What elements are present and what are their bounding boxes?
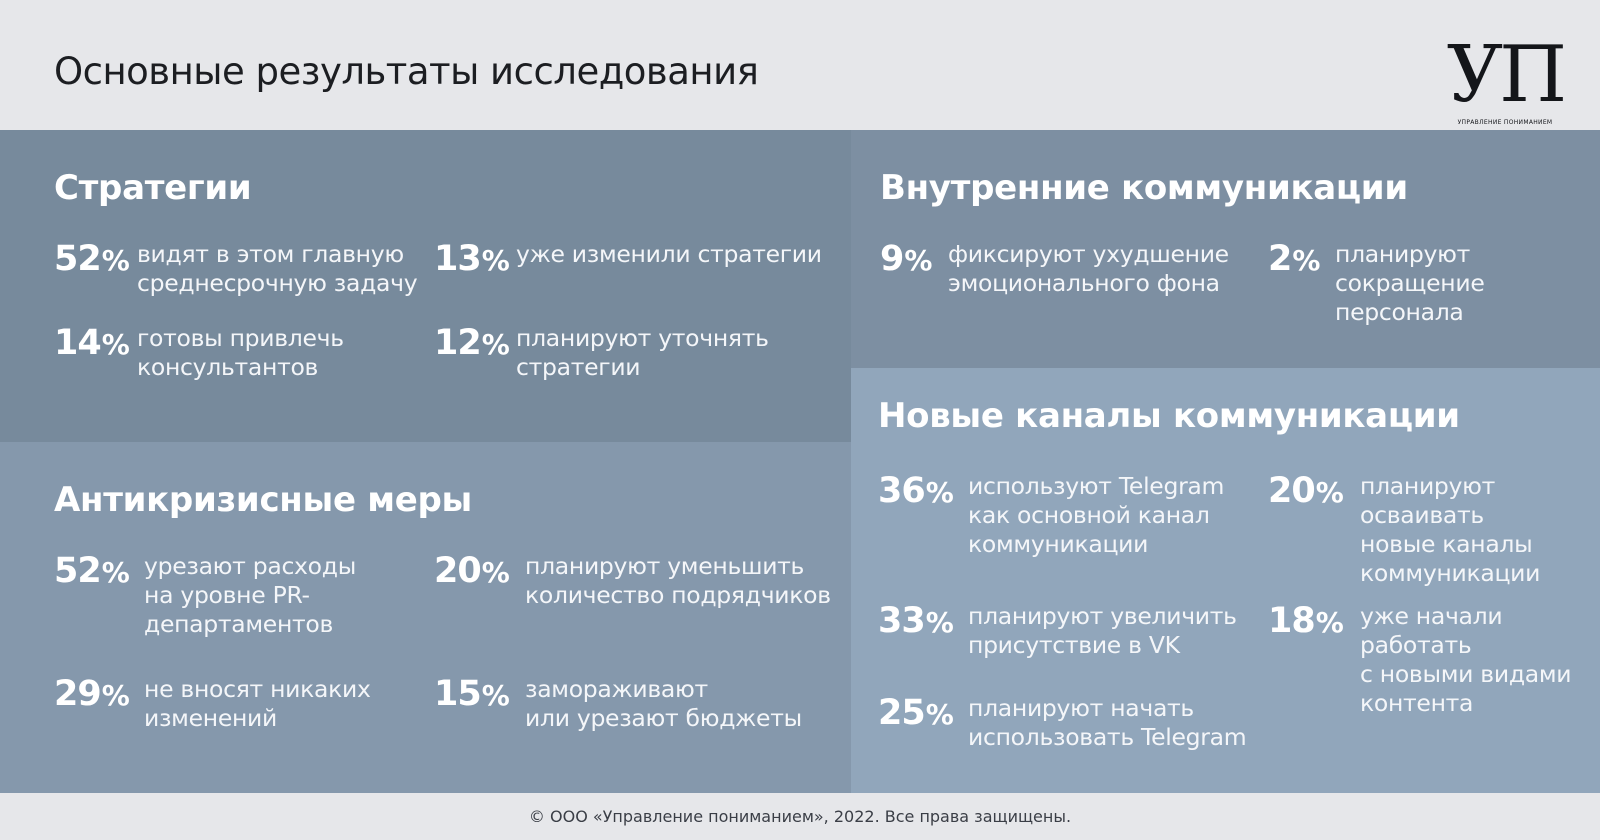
stat-item: 20% планируют уменьшить количество подря… [434, 551, 831, 610]
stat-text: планируют сокращение персонала [1335, 240, 1485, 326]
stat-item: 12% планируют уточнять стратегии [434, 323, 769, 382]
stat-text: фиксируют ухудшение эмоционального фона [948, 240, 1229, 297]
header: Основные результаты исследования УП Упра… [0, 0, 1600, 130]
stat-number: 52% [54, 551, 130, 591]
stat-item: 52% видят в этом главную среднесрочную з… [54, 239, 418, 298]
stat-text: урезают расходы на уровне PR- департамен… [144, 552, 356, 638]
stat-number: 14% [54, 323, 130, 363]
stat-text: планируют увеличить присутствие в VK [968, 602, 1237, 659]
stat-number: 20% [434, 551, 510, 591]
stat-item: 29% не вносят никаких изменений [54, 674, 371, 733]
stat-item: 15% замораживают или урезают бюджеты [434, 674, 802, 733]
stat-number: 12% [434, 323, 510, 363]
stat-text: не вносят никаких изменений [144, 675, 371, 732]
stat-number: 2% [1268, 239, 1320, 279]
stat-item: 18% уже начали работать с новыми видами … [1268, 601, 1572, 718]
stat-text: замораживают или урезают бюджеты [525, 675, 802, 732]
section-internal-communications: Внутренние коммуникации 9% фиксируют уху… [851, 130, 1600, 368]
page-title: Основные результаты исследования [54, 50, 759, 93]
stat-number: 13% [434, 239, 510, 279]
section-new-channels: Новые каналы коммуникации 36% используют… [851, 368, 1600, 793]
stat-number: 9% [880, 239, 932, 279]
stat-text: уже изменили стратегии [516, 240, 822, 268]
section-title: Стратегии [54, 168, 252, 208]
stat-item: 13% уже изменили стратегии [434, 239, 822, 279]
stat-number: 29% [54, 674, 130, 714]
stat-text: планируют начать использовать Telegram [968, 694, 1247, 751]
stat-number: 52% [54, 239, 130, 279]
logo-subtitle: Управление пониманием [1457, 119, 1553, 126]
stat-item: 52% урезают расходы на уровне PR- департ… [54, 551, 356, 639]
stat-item: 20% планируют осваивать новые каналы ком… [1268, 471, 1541, 588]
stat-text: используют Telegram как основной канал к… [968, 472, 1225, 558]
stat-item: 2% планируют сокращение персонала [1268, 239, 1485, 327]
stat-item: 25% планируют начать использовать Telegr… [878, 693, 1247, 752]
stat-number: 33% [878, 601, 954, 641]
stat-item: 14% готовы привлечь консультантов [54, 323, 344, 382]
section-anticrisis: Антикризисные меры 52% урезают расходы н… [0, 442, 851, 793]
stat-text: видят в этом главную среднесрочную задач… [137, 240, 418, 297]
stat-number: 36% [878, 471, 954, 511]
section-title: Антикризисные меры [54, 480, 472, 520]
stat-text: готовы привлечь консультантов [137, 324, 344, 381]
stat-number: 18% [1268, 601, 1344, 641]
logo: УП Управление пониманием [1440, 36, 1570, 128]
section-title: Новые каналы коммуникации [878, 396, 1460, 436]
stat-text: планируют уменьшить количество подрядчик… [525, 552, 831, 609]
section-title: Внутренние коммуникации [880, 168, 1408, 208]
stat-text: планируют уточнять стратегии [516, 324, 769, 381]
stat-item: 33% планируют увеличить присутствие в VK [878, 601, 1237, 660]
stat-number: 15% [434, 674, 510, 714]
copyright-footer: © ООО «Управление пониманием», 2022. Все… [528, 807, 1072, 826]
stat-number: 25% [878, 693, 954, 733]
logo-mark: УП [1446, 30, 1567, 120]
stat-text: планируют осваивать новые каналы коммуни… [1360, 472, 1541, 587]
section-strategy: Стратегии 52% видят в этом главную средн… [0, 130, 851, 442]
stat-item: 9% фиксируют ухудшение эмоционального фо… [880, 239, 1229, 298]
stat-item: 36% используют Telegram как основной кан… [878, 471, 1225, 559]
stat-text: уже начали работать с новыми видами конт… [1360, 602, 1572, 717]
stat-number: 20% [1268, 471, 1344, 511]
